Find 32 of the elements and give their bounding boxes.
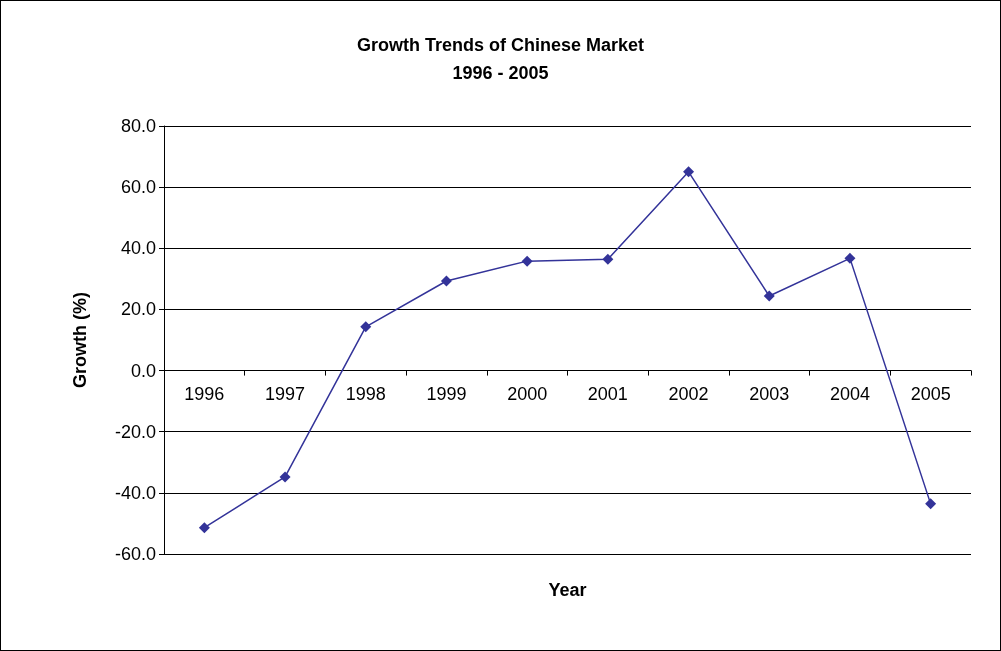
- chart-subtitle: 1996 - 2005: [452, 63, 549, 83]
- y-tick-label: -60.0: [114, 544, 156, 564]
- point: [844, 252, 856, 264]
- x-tick-label: 2003: [749, 383, 790, 404]
- y-tick-label: 40.0: [120, 238, 156, 259]
- x-tick-label: 2000: [507, 383, 548, 404]
- x-tick-label: 1999: [426, 383, 467, 404]
- x-tick-label: 2005: [910, 383, 951, 404]
- y-tick-label: -20.0: [114, 421, 156, 442]
- x-tick-label: 1998: [345, 383, 386, 404]
- x-tick-label: 2001: [587, 383, 628, 404]
- y-tick-label: 80.0: [120, 116, 156, 136]
- y-tick-label: 0.0: [130, 360, 156, 381]
- point: [521, 255, 533, 267]
- x-tick-label: 2004: [829, 383, 870, 404]
- y-tick-label: -40.0: [114, 482, 156, 503]
- point: [198, 522, 210, 534]
- x-axis-title: Year: [548, 580, 587, 600]
- y-tick-label: 60.0: [120, 177, 156, 198]
- point: [602, 253, 614, 265]
- x-tick-label: 2002: [668, 383, 709, 404]
- point: [440, 275, 452, 287]
- chart-title: Growth Trends of Chinese Market: [356, 35, 645, 55]
- point: [360, 321, 372, 333]
- x-tick-label: 1997: [265, 383, 306, 404]
- y-tick-label: 20.0: [120, 299, 156, 320]
- x-tick-label: 1996: [184, 383, 225, 404]
- y-axis-title: Growth (%): [70, 292, 90, 388]
- point: [925, 498, 937, 510]
- point: [763, 290, 775, 302]
- point: [683, 166, 695, 178]
- point: [279, 471, 291, 483]
